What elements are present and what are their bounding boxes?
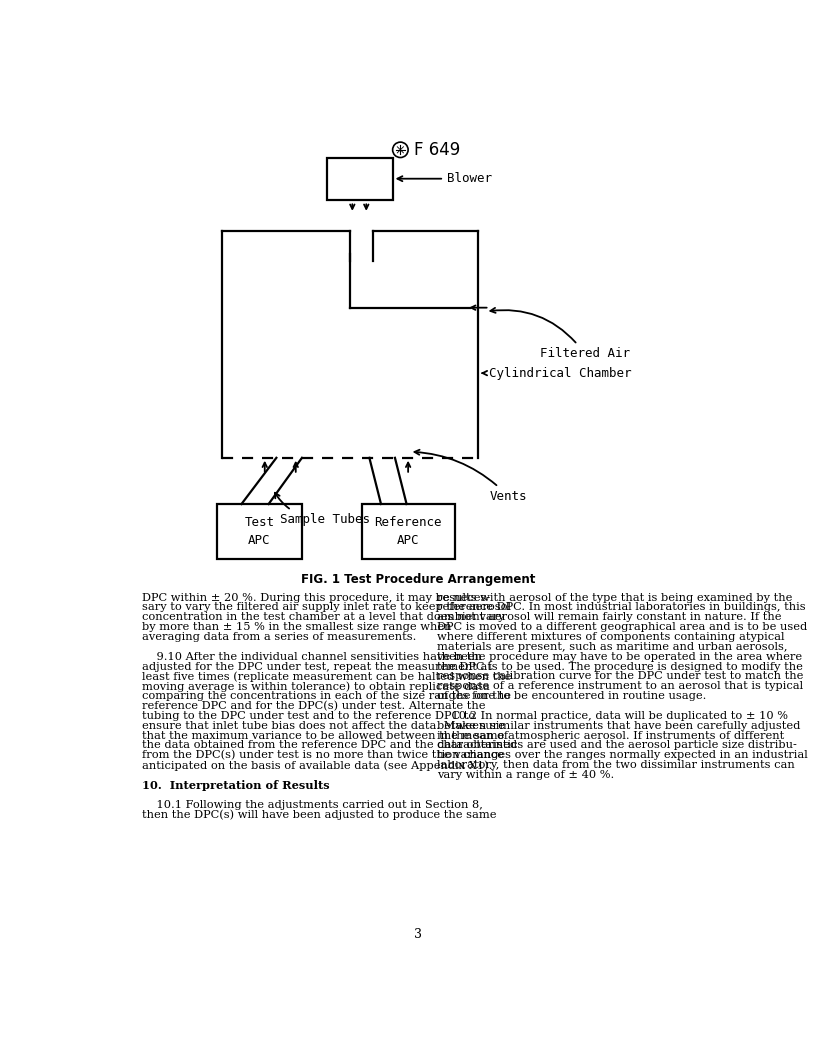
- Text: Reference
APC: Reference APC: [375, 516, 442, 547]
- Text: reference DPC and for the DPC(s) under test. Alternate the: reference DPC and for the DPC(s) under t…: [142, 701, 486, 712]
- Text: 3: 3: [415, 927, 422, 941]
- Text: moving average is within tolerance) to obtain replicate data: moving average is within tolerance) to o…: [142, 681, 490, 692]
- Text: Filtered Air: Filtered Air: [490, 308, 630, 360]
- Text: vary within a range of ± 40 %.: vary within a range of ± 40 %.: [437, 770, 614, 780]
- Text: response calibration curve for the DPC under test to match the: response calibration curve for the DPC u…: [437, 672, 803, 681]
- Text: sary to vary the filtered air supply inlet rate to keep the aerosol: sary to vary the filtered air supply inl…: [142, 602, 512, 612]
- Text: characteristics are used and the aerosol particle size distribu-: characteristics are used and the aerosol…: [437, 740, 796, 751]
- Text: the data obtained from the reference DPC and the data obtained: the data obtained from the reference DPC…: [142, 740, 517, 751]
- Text: averaging data from a series of measurements.: averaging data from a series of measurem…: [142, 631, 417, 642]
- Text: laboratory, then data from the two dissimilar instruments can: laboratory, then data from the two dissi…: [437, 760, 795, 770]
- Text: anticipated on the basis of available data (see Appendix X1).: anticipated on the basis of available da…: [142, 760, 493, 771]
- Text: Cylindrical Chamber: Cylindrical Chamber: [482, 366, 632, 379]
- Text: Vents: Vents: [415, 450, 527, 503]
- Text: ensure that inlet tube bias does not affect the data. Make sure: ensure that inlet tube bias does not aff…: [142, 720, 505, 731]
- Text: in the same atmospheric aerosol. If instruments of different: in the same atmospheric aerosol. If inst…: [437, 731, 784, 740]
- Text: 10.1 Following the adjustments carried out in Section 8,: 10.1 Following the adjustments carried o…: [142, 799, 483, 810]
- Text: ambient aerosol will remain fairly constant in nature. If the: ambient aerosol will remain fairly const…: [437, 612, 781, 622]
- Text: results with aerosol of the type that is being examined by the: results with aerosol of the type that is…: [437, 592, 792, 603]
- Text: least five times (replicate measurement can be halted when the: least five times (replicate measurement …: [142, 672, 512, 682]
- Bar: [217, 504, 302, 560]
- Text: adjusted for the DPC under test, repeat the measurement at: adjusted for the DPC under test, repeat …: [142, 661, 492, 672]
- Text: FIG. 1 Test Procedure Arrangement: FIG. 1 Test Procedure Arrangement: [301, 573, 535, 586]
- Text: from the DPC(s) under test is no more than twice the variance: from the DPC(s) under test is no more th…: [142, 750, 504, 760]
- Text: where different mixtures of components containing atypical: where different mixtures of components c…: [437, 631, 784, 642]
- Bar: [361, 504, 455, 560]
- Text: by more than ± 15 % in the smallest size range when: by more than ± 15 % in the smallest size…: [142, 622, 452, 633]
- Text: tion changes over the ranges normally expected in an industrial: tion changes over the ranges normally ex…: [437, 750, 808, 760]
- Text: DPC is moved to a different geographical area and is to be used: DPC is moved to a different geographical…: [437, 622, 807, 633]
- Text: between similar instruments that have been carefully adjusted: between similar instruments that have be…: [437, 720, 800, 731]
- Text: then the DPC(s) will have been adjusted to produce the same: then the DPC(s) will have been adjusted …: [142, 809, 497, 819]
- Text: that the maximum variance to be allowed between the mean of: that the maximum variance to be allowed …: [142, 731, 508, 740]
- Text: the DPC is to be used. The procedure is designed to modify the: the DPC is to be used. The procedure is …: [437, 661, 803, 672]
- Text: then the procedure may have to be operated in the area where: then the procedure may have to be operat…: [437, 652, 802, 662]
- Text: reference DPC. In most industrial laboratories in buildings, this: reference DPC. In most industrial labora…: [437, 602, 805, 612]
- Text: F 649: F 649: [415, 140, 460, 158]
- Text: Blower: Blower: [397, 172, 492, 185]
- Text: Sample Tubes: Sample Tubes: [275, 493, 370, 526]
- Text: of the one to be encountered in routine usage.: of the one to be encountered in routine …: [437, 691, 706, 701]
- Text: tubing to the DPC under test and to the reference DPC to: tubing to the DPC under test and to the …: [142, 711, 476, 721]
- Text: response of a reference instrument to an aerosol that is typical: response of a reference instrument to an…: [437, 681, 803, 692]
- Text: 10.  Interpretation of Results: 10. Interpretation of Results: [142, 779, 330, 791]
- Text: materials are present, such as maritime and urban aerosols,: materials are present, such as maritime …: [437, 642, 787, 652]
- Text: concentration in the test chamber at a level that does not vary: concentration in the test chamber at a l…: [142, 612, 505, 622]
- Text: comparing the concentrations in each of the size ranges for the: comparing the concentrations in each of …: [142, 691, 512, 701]
- Text: 9.10 After the individual channel sensitivities have been: 9.10 After the individual channel sensit…: [142, 652, 482, 662]
- Text: 10.2 In normal practice, data will be duplicated to ± 10 %: 10.2 In normal practice, data will be du…: [437, 711, 787, 721]
- Text: DPC within ± 20 %. During this procedure, it may be neces-: DPC within ± 20 %. During this procedure…: [142, 592, 490, 603]
- Bar: [326, 157, 392, 200]
- Text: Test
APC: Test APC: [244, 516, 274, 547]
